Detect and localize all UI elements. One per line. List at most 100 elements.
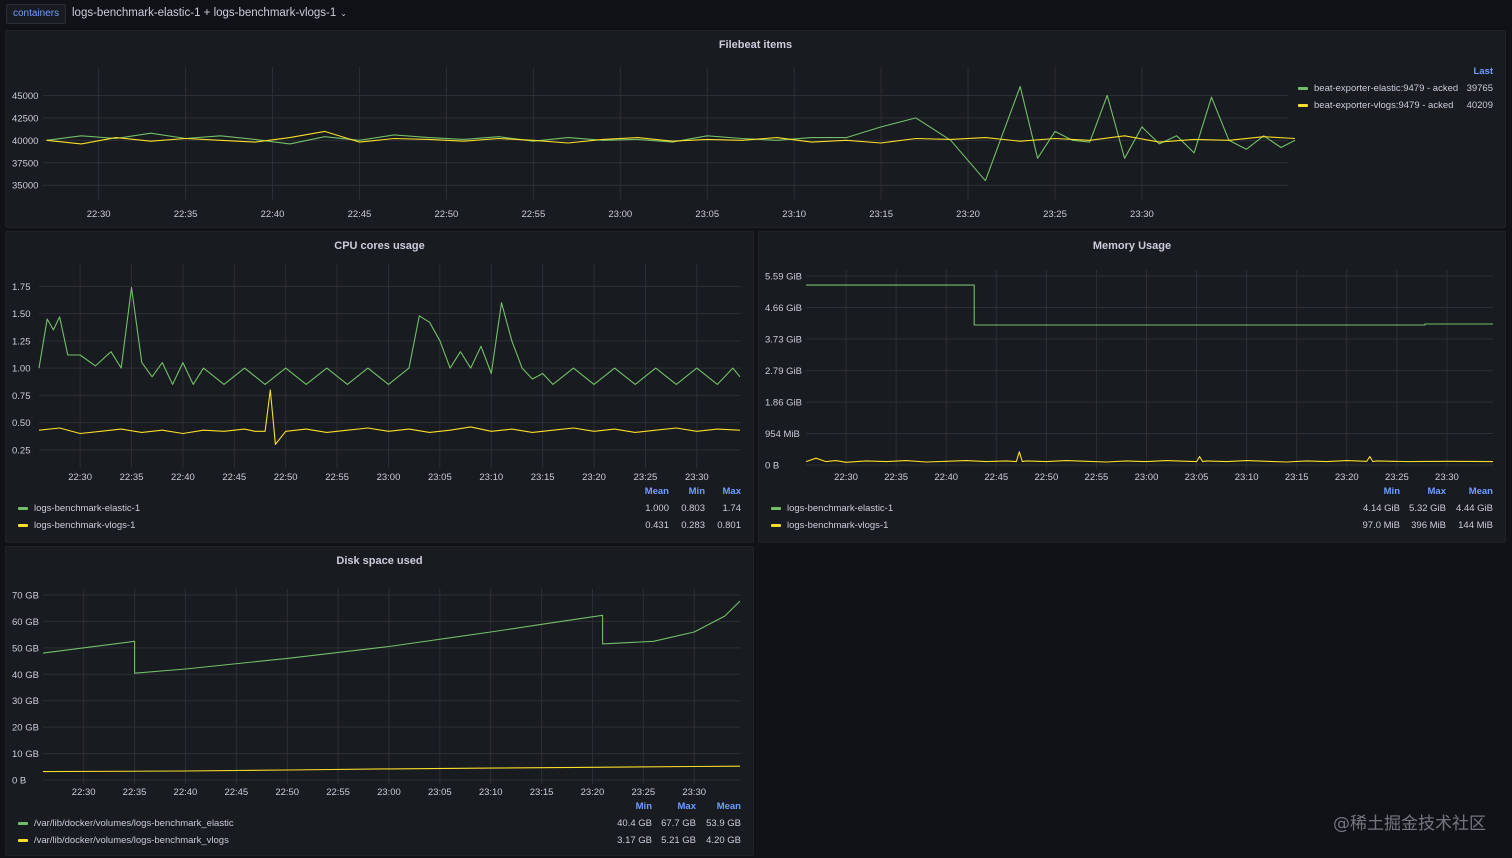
x-tick-label: 22:55 [325,472,349,483]
dashboard-variable-bar: containers logs-benchmark-elastic-1 + lo… [0,0,1512,28]
x-tick-label: 23:15 [1285,472,1309,483]
legend-series-name: logs-benchmark-vlogs-1 [34,520,136,531]
panel-filebeat-items[interactable]: Filebeat items 35000 37500 40000 42500 45000… [5,30,1506,228]
x-tick-label: 22:40 [171,472,195,483]
legend-min-value: 40.4 GB [617,818,652,829]
y-tick-label: 0 B [12,776,26,787]
series-line-elastic[interactable] [806,284,1493,326]
y-tick-label: 37500 [12,158,38,169]
x-tick-label: 22:50 [435,209,459,220]
legend-header-min[interactable]: Min [635,801,652,812]
x-tick-label: 22:35 [174,209,198,220]
legend-item-vlogs[interactable]: logs-benchmark-vlogs-1 [771,519,888,533]
y-tick-label: 0.50 [12,418,31,429]
panel-title[interactable]: Filebeat items [718,39,793,51]
legend-min-value: 0.803 [681,503,705,514]
x-tick-label: 22:55 [1085,472,1109,483]
series-line-elastic[interactable] [46,85,1296,182]
panel-disk-space-used[interactable]: Disk space used 0 B 10 GB 20 GB 30 GB 40 GB 5… [5,546,754,856]
legend-max-value: 396 MiB [1411,520,1446,531]
x-tick-label: 22:45 [984,472,1008,483]
series-line-vlogs[interactable] [46,130,1296,145]
x-tick-label: 23:25 [631,787,655,798]
legend-last-value: 39765 [1466,83,1493,94]
legend-mean-value: 4.44 GiB [1456,503,1493,514]
x-tick-label: 23:30 [685,472,709,483]
panel-cpu-cores-usage[interactable]: CPU cores usage 0.25 0.50 0.75 1.00 1.25 1.50… [5,231,754,543]
legend-header-min[interactable]: Min [688,486,705,497]
disk-chart[interactable]: 0 B 10 GB 20 GB 30 GB 40 GB 50 GB 60 GB 70 GB 22… [6,547,753,855]
grid [43,589,740,784]
legend-max-value: 1.74 [722,503,742,514]
series-line-vlogs[interactable] [42,765,741,773]
variable-select-containers[interactable]: logs-benchmark-elastic-1 + logs-benchmar… [72,4,347,22]
grid [39,264,740,468]
legend-item-vlogs[interactable]: /var/lib/docker/volumes/logs-benchmark_v… [18,834,229,848]
series-line-vlogs[interactable] [805,451,1494,463]
legend-item-elastic[interactable]: logs-benchmark-elastic-1 [18,502,140,516]
x-tick-label: 23:20 [581,787,605,798]
y-tick-label: 10 GB [12,749,39,760]
legend-header-mean[interactable]: Mean [716,801,741,812]
legend-item-elastic[interactable]: /var/lib/docker/volumes/logs-benchmark_e… [18,817,234,831]
legend-series-name: logs-benchmark-elastic-1 [34,503,141,514]
x-tick-label: 23:10 [479,787,503,798]
legend-header-max[interactable]: Max [1427,486,1446,497]
x-tick-label: 23:00 [608,209,632,220]
y-tick-label: 3.73 GiB [765,334,802,345]
memory-chart[interactable]: 0 B 954 MiB 1.86 GiB 2.79 GiB 3.73 GiB 4.66 G… [759,232,1505,542]
x-tick-label: 22:55 [326,787,350,798]
legend-series-name: beat-exporter-vlogs:9479 - acked [1314,100,1454,111]
x-tick-label: 23:05 [428,787,452,798]
legend-item-elastic[interactable]: beat-exporter-elastic:9479 - acked [1298,82,1458,96]
legend-header-max[interactable]: Max [677,801,696,812]
panel-title[interactable]: Disk space used [336,555,423,567]
x-tick-label: 23:20 [956,209,980,220]
legend-item-elastic[interactable]: logs-benchmark-elastic-1 [771,502,893,516]
legend-header-max[interactable]: Max [722,486,741,497]
legend-header-last[interactable]: Last [1473,66,1493,77]
watermark-text: @稀土掘金技术社区 [1333,814,1486,834]
series-line-elastic[interactable] [42,600,741,674]
legend-last-value: 40209 [1466,100,1493,111]
x-tick-label: 23:20 [582,472,606,483]
legend-swatch [18,838,28,842]
grid [806,270,1493,469]
series-line-vlogs[interactable] [38,389,741,445]
x-tick-label: 22:45 [222,472,246,483]
y-tick-label: 5.59 GiB [765,272,802,283]
y-tick-label: 1.00 [12,364,31,375]
chevron-down-icon: ⌄ [340,9,347,18]
legend-mean-value: 53.9 GB [706,818,741,829]
panel-memory-usage[interactable]: Memory Usage 0 B 954 MiB 1.86 GiB 2.79 GiB 3… [758,231,1506,543]
legend-header-mean[interactable]: Mean [1468,486,1493,497]
y-tick-label: 60 GB [12,617,39,628]
legend-mean-value: 1.000 [645,503,669,514]
y-tick-label: 1.75 [12,282,31,293]
legend-item-vlogs[interactable]: beat-exporter-vlogs:9479 - acked [1298,99,1453,113]
x-tick-label: 22:30 [68,472,92,483]
legend-header-min[interactable]: Min [1383,486,1400,497]
y-tick-label: 1.25 [12,336,31,347]
legend-header-mean[interactable]: Mean [644,486,669,497]
x-tick-label: 23:00 [377,472,401,483]
panel-title[interactable]: CPU cores usage [334,240,425,252]
cpu-chart[interactable]: 0.25 0.50 0.75 1.00 1.25 1.50 1.75 22:30 22:35 22… [6,232,753,542]
y-tick-label: 2.79 GiB [765,366,802,377]
series-line-elastic[interactable] [38,286,741,385]
panel-title[interactable]: Memory Usage [1092,240,1172,252]
legend-item-vlogs[interactable]: logs-benchmark-vlogs-1 [18,519,135,533]
x-tick-label: 23:15 [869,209,893,220]
x-tick-label: 23:05 [428,472,452,483]
legend-mean-value: 144 MiB [1458,520,1493,531]
y-tick-label: 954 MiB [765,429,800,440]
x-tick-label: 23:10 [1235,472,1259,483]
y-tick-label: 1.86 GiB [765,398,802,409]
filebeat-chart[interactable]: 35000 37500 40000 42500 45000 22:30 22:35 22:40… [6,31,1505,227]
y-tick-label: 42500 [12,113,38,124]
legend-series-name: beat-exporter-elastic:9479 - acked [1314,83,1459,94]
legend-min-value: 97.0 MiB [1362,520,1401,531]
y-tick-label: 70 GB [12,591,39,602]
y-tick-label: 40 GB [12,670,39,681]
x-tick-label: 23:10 [782,209,806,220]
